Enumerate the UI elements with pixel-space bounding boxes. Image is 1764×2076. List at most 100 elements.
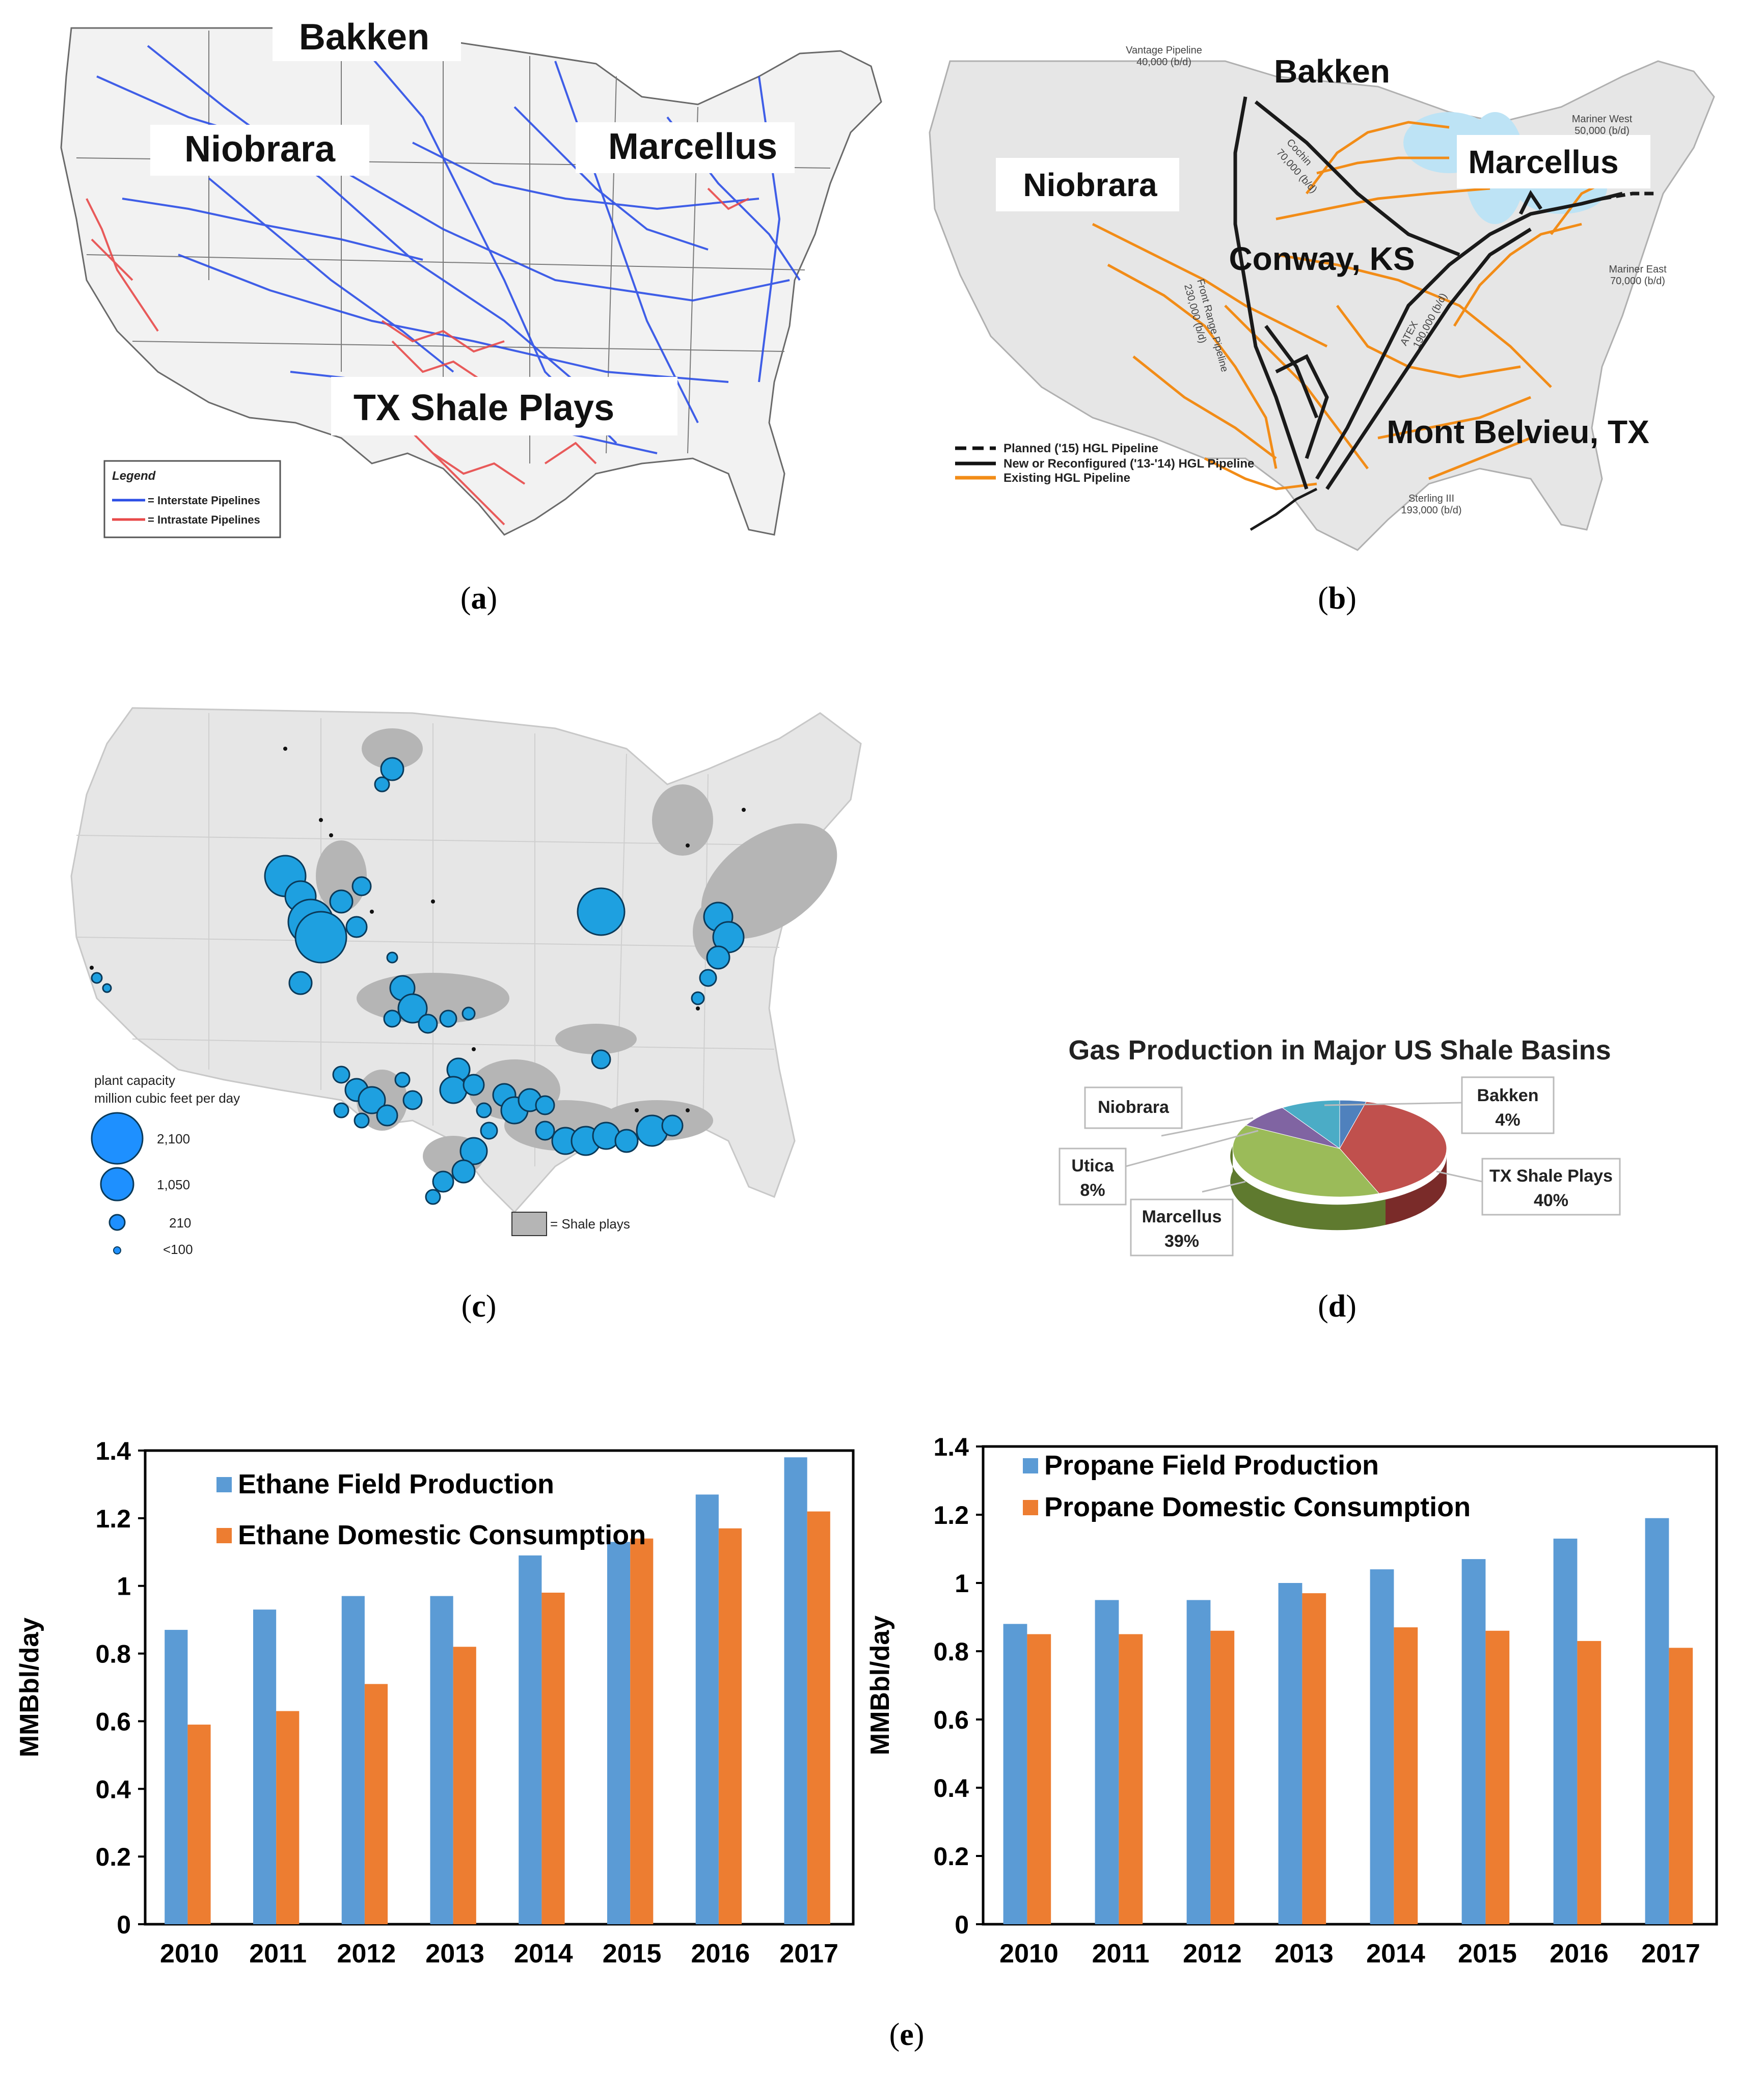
pie-label-utica-pct: 8%	[1080, 1181, 1105, 1200]
legend-size-medium	[100, 1167, 134, 1201]
pie-slice-tx-shale-plays	[1339, 1101, 1447, 1194]
bar-consumption-2015	[1485, 1630, 1510, 1924]
x-tick-label: 2012	[337, 1939, 396, 1969]
label-mont-b: Mont Belvieu, TX	[1387, 414, 1649, 450]
bar-production-2010	[165, 1630, 188, 1924]
bar-consumption-2011	[1119, 1634, 1143, 1924]
label-bg-marcellus-a	[576, 122, 795, 173]
bar-consumption-2011	[276, 1711, 300, 1924]
panel-a-map: Bakken Niobrara Marcellus TX Shale Plays…	[56, 15, 902, 540]
panel-e-right: 0 0.2 0.4 0.6 0.8 1 1.2 1.4 MMBbl/day 2010 2011 201…	[866, 1436, 1737, 1991]
bar-consumption-2014	[1394, 1627, 1418, 1924]
bar-consumption-2016	[1577, 1641, 1602, 1924]
y-tick-label: 1	[117, 1572, 131, 1601]
legend-size-large	[91, 1112, 144, 1165]
y-tick-label: 0.8	[95, 1640, 131, 1669]
legend-swatch-1	[1023, 1500, 1038, 1515]
sterling-label: Sterling III	[1408, 493, 1454, 504]
planned-hgl-pipeline	[1602, 192, 1658, 201]
pie-slice-niobrara	[1282, 1100, 1340, 1149]
pie-label-marcellus: Marcellus	[1142, 1207, 1222, 1226]
pie-label-tx: TX Shale Plays	[1489, 1166, 1613, 1186]
legend-new-label: New or Reconfigured ('13-'14) HGL Pipeli…	[1003, 457, 1254, 471]
pie-label-marcellus-box: Marcellus 39%	[1130, 1198, 1234, 1256]
bar-consumption-2016	[718, 1528, 742, 1924]
us-land-a	[60, 27, 882, 536]
bar-consumption-2010	[187, 1725, 211, 1924]
panel-b-map: Bakken Niobrara Marcellus Conway, KS Mon…	[919, 41, 1755, 555]
bar-consumption-2017	[807, 1511, 830, 1924]
panel-d-pie: Gas Production in Major US Shale Basins …	[1039, 1029, 1691, 1268]
legend-planned-label: Planned ('15) HGL Pipeline	[1003, 442, 1158, 455]
x-tick-label: 2017	[779, 1939, 838, 1969]
legend-label-0: Propane Field Production	[1044, 1450, 1379, 1481]
pie-label-bakken: Bakken	[1477, 1086, 1539, 1105]
x-tick-label: 2011	[249, 1939, 307, 1969]
bar-production-2015	[1461, 1559, 1486, 1924]
legend-size-tiny	[113, 1246, 121, 1254]
bar-production-2014	[1370, 1569, 1394, 1924]
legend-b: Planned ('15) HGL Pipeline New or Reconf…	[955, 442, 1254, 485]
mariner-east-cap: 70,000 (b/d)	[1610, 276, 1665, 287]
x-tick-label: 2011	[1092, 1939, 1150, 1969]
interstate-pipelines	[96, 45, 801, 454]
bar-production-2011	[1095, 1600, 1119, 1924]
y-tick-label: 0.6	[95, 1707, 131, 1736]
x-tick-label: 2012	[1183, 1939, 1242, 1969]
bar-consumption-2012	[364, 1684, 388, 1924]
label-marcellus-b: Marcellus	[1468, 144, 1618, 180]
legend-existing-label: Existing HGL Pipeline	[1003, 471, 1130, 485]
caption-b: (b)	[1318, 581, 1356, 616]
bar-consumption-2014	[541, 1593, 565, 1924]
y-axis-label: MMBbl/day	[15, 1618, 44, 1758]
intrastate-pipelines	[86, 187, 749, 526]
bar-production-2013	[430, 1596, 453, 1924]
label-bg-bakken-a	[273, 15, 461, 61]
legend-interstate-label: = Interstate Pipelines	[148, 494, 260, 507]
bar-production-2017	[784, 1457, 807, 1924]
label-marcellus-a: Marcellus	[608, 126, 777, 167]
pie-label-marcellus-pct: 39%	[1164, 1232, 1199, 1251]
bar-consumption-2015	[630, 1538, 654, 1924]
y-tick-label: 1.2	[933, 1501, 969, 1529]
y-tick-label: 0.2	[933, 1842, 969, 1871]
legend-size-small-label: 210	[169, 1215, 191, 1231]
label-bg-niobrara-b	[996, 158, 1179, 211]
y-axis-label: MMBbl/day	[866, 1616, 895, 1756]
bar-production-2010	[1003, 1624, 1027, 1924]
bar-production-2016	[1553, 1538, 1578, 1924]
hgl-pipeline-map: Bakken Niobrara Marcellus Conway, KS Mon…	[919, 41, 1755, 555]
legend-a: Legend = Interstate Pipelines = Intrasta…	[103, 460, 281, 538]
legend-label-1: Propane Domestic Consumption	[1044, 1492, 1471, 1522]
y-tick-label: 0.4	[933, 1774, 969, 1802]
label-bg-tx-a	[331, 377, 677, 435]
label-niobrara-b: Niobrara	[1023, 167, 1157, 203]
legend-label-0: Ethane Field Production	[238, 1469, 554, 1499]
y-tick-label: 0.8	[933, 1637, 969, 1666]
pie-slice-marcellus	[1232, 1125, 1380, 1197]
pie-label-niobrara: Niobrara	[1098, 1098, 1170, 1117]
bar-consumption-2012	[1210, 1630, 1235, 1924]
label-niobrara-a: Niobrara	[184, 129, 336, 170]
legend-size-large-label: 2,100	[157, 1131, 190, 1146]
y-tick-label: 0.2	[95, 1843, 131, 1871]
pie-label-tx-pct: 40%	[1534, 1191, 1568, 1210]
legend-swatch-0	[1023, 1458, 1038, 1473]
pie-label-bakken-box: Bakken 4%	[1461, 1076, 1555, 1134]
new-hgl-pipelines	[1233, 96, 1623, 490]
pie-label-bakken-pct: 4%	[1495, 1110, 1520, 1130]
caption-e: (e)	[889, 2017, 925, 2052]
pie-label-utica-box: Utica 8%	[1059, 1148, 1127, 1206]
pie-depth-tx	[1386, 1156, 1447, 1225]
caption-a: (a)	[460, 581, 498, 616]
pie-depth-marcellus	[1230, 1146, 1386, 1231]
vantage-label: Vantage Pipeline	[1126, 45, 1202, 56]
legend-intrastate-label: = Intrastate Pipelines	[148, 513, 260, 526]
bar-production-2017	[1645, 1518, 1669, 1924]
x-tick-label: 2016	[691, 1939, 750, 1969]
sterling-pipeline	[1250, 487, 1318, 531]
sterling-cap: 193,000 (b/d)	[1401, 505, 1462, 516]
pie-chart: Gas Production in Major US Shale Basins …	[1059, 1035, 1621, 1256]
label-tx-a: TX Shale Plays	[354, 388, 614, 428]
legend-c-title2: million cubic feet per day	[94, 1090, 240, 1106]
